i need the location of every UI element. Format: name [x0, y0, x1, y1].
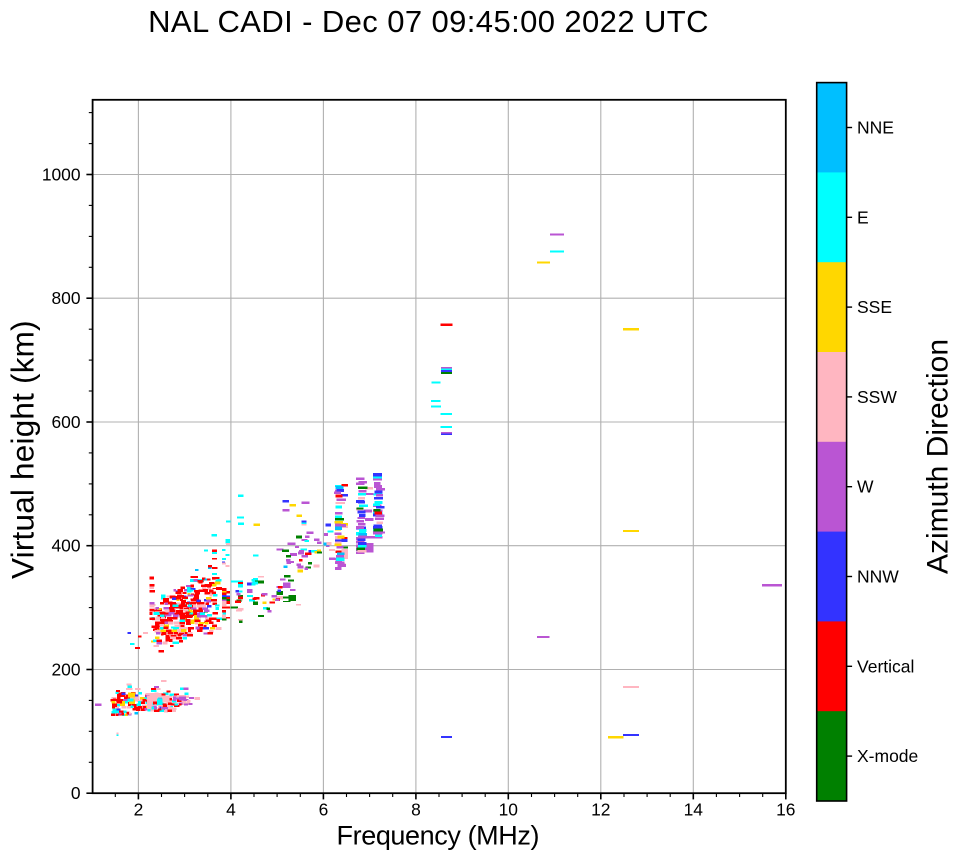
svg-text:SSE: SSE [857, 297, 892, 317]
svg-text:NNE: NNE [857, 118, 894, 138]
svg-text:8: 8 [411, 800, 421, 820]
svg-text:800: 800 [51, 288, 80, 308]
svg-text:14: 14 [684, 800, 704, 820]
svg-text:W: W [857, 477, 874, 497]
svg-text:Vertical: Vertical [857, 656, 914, 676]
svg-text:Virtual height (km): Virtual height (km) [5, 320, 41, 579]
svg-text:10: 10 [499, 800, 518, 820]
svg-text:Frequency (MHz): Frequency (MHz) [337, 821, 540, 851]
svg-text:600: 600 [51, 412, 80, 432]
svg-text:E: E [857, 207, 869, 227]
svg-text:0: 0 [71, 783, 81, 803]
svg-text:Azimuth Direction: Azimuth Direction [922, 339, 955, 574]
svg-text:NAL CADI - Dec 07 09:45:00 202: NAL CADI - Dec 07 09:45:00 2022 UTC [148, 4, 709, 39]
svg-text:NNW: NNW [857, 567, 899, 587]
svg-text:200: 200 [51, 660, 80, 680]
svg-text:12: 12 [591, 800, 610, 820]
svg-text:SSW: SSW [857, 387, 897, 407]
svg-text:6: 6 [319, 800, 329, 820]
svg-text:400: 400 [51, 536, 80, 556]
svg-text:16: 16 [776, 800, 795, 820]
svg-text:4: 4 [226, 800, 236, 820]
svg-text:X-mode: X-mode [857, 746, 918, 766]
svg-text:2: 2 [134, 800, 144, 820]
svg-text:1000: 1000 [42, 165, 81, 185]
